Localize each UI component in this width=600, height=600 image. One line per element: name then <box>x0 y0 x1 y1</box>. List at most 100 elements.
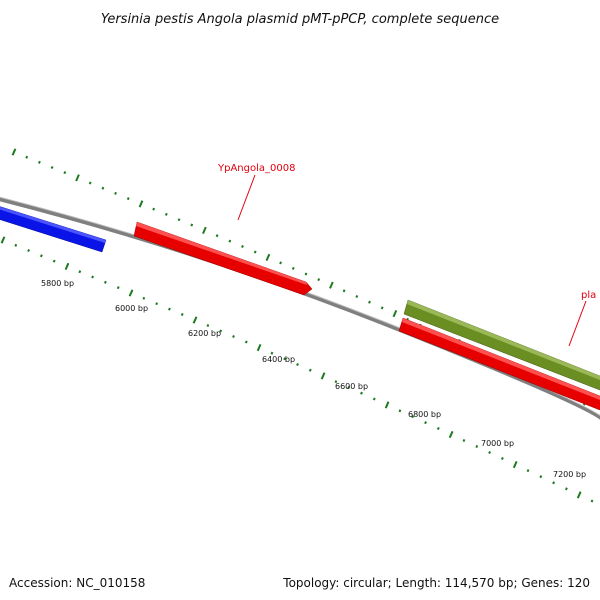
outer-track-major-tick <box>202 226 207 234</box>
inner-track-major-tick <box>384 401 390 409</box>
inner-track-minor-tick <box>347 385 351 389</box>
inner-track-major-tick <box>576 491 582 499</box>
inner-track-minor-tick <box>372 397 376 401</box>
outer-track-minor-tick <box>253 250 257 254</box>
outer-track-minor-tick <box>241 244 244 249</box>
inner-track-minor-tick <box>39 254 43 258</box>
map-title: Yersinia pestis Angola plasmid pMT-pPCP,… <box>101 12 499 27</box>
inner-track-minor-tick <box>398 409 402 413</box>
accession-text: Accession: NC_010158 <box>9 576 145 590</box>
inner-track-minor-tick <box>424 421 427 425</box>
backbone-line-highlight <box>0 196 600 417</box>
inner-track-minor-tick <box>462 439 466 442</box>
inner-track-major-tick <box>192 316 198 324</box>
outer-track-major-tick <box>392 309 398 318</box>
outer-track-minor-tick <box>215 234 219 238</box>
inner-track-minor-tick <box>564 487 568 491</box>
outer-track-minor-tick <box>342 289 346 293</box>
scale-label-6000: 6000 bp <box>115 304 148 313</box>
inner-track-minor-tick <box>539 475 543 479</box>
summary-text: Topology: circular; Length: 114,570 bp; … <box>282 576 590 590</box>
inner-track-minor-tick <box>308 368 312 372</box>
inner-track-minor-tick <box>180 313 184 316</box>
scale-label-5800: 5800 bp <box>41 279 74 288</box>
inner-track-minor-tick <box>334 380 338 384</box>
outer-track-minor-tick <box>190 223 194 227</box>
outer-track-minor-tick <box>380 306 384 310</box>
outer-track-minor-tick <box>37 160 41 164</box>
outer-track-major-tick <box>329 281 334 289</box>
inner-track-minor-tick <box>488 450 492 455</box>
outer-track-minor-tick <box>291 266 295 270</box>
inner-track-minor-tick <box>91 275 95 279</box>
scale-label-6400: 6400 bp <box>262 355 295 364</box>
outer-track-major-tick <box>138 200 144 208</box>
outer-track-minor-tick <box>25 155 29 159</box>
inner-track-minor-tick <box>168 307 171 311</box>
inner-track-major-tick <box>512 460 518 469</box>
gene-feature-red-ypangola-0008-shade <box>136 222 307 285</box>
outer-track-minor-tick <box>317 278 321 282</box>
outer-track-minor-tick <box>114 191 117 195</box>
scale-label-7000: 7000 bp <box>481 439 514 448</box>
gene-label-leader-pla <box>568 300 587 347</box>
gene-feature-blue-shade <box>0 206 106 243</box>
outer-track-minor-tick <box>228 239 232 243</box>
inner-track-major-tick <box>448 430 454 439</box>
scale-label-6600: 6600 bp <box>335 382 368 391</box>
inner-track-minor-tick <box>552 481 556 485</box>
gene-label-leader-ypangola-0008 <box>237 174 256 221</box>
inner-track-minor-tick <box>232 334 235 339</box>
inner-track-minor-tick <box>270 351 274 355</box>
outer-track-minor-tick <box>152 207 156 211</box>
outer-track-minor-tick <box>101 186 105 190</box>
inner-track-major-tick <box>256 343 262 352</box>
outer-track-minor-tick <box>177 218 181 222</box>
inner-track-minor-tick <box>78 270 82 274</box>
inner-track-minor-tick <box>103 280 107 284</box>
inner-track-minor-tick <box>52 259 56 263</box>
inner-track-minor-tick <box>244 340 248 344</box>
inner-track-minor-tick <box>206 323 210 328</box>
inner-track-minor-tick <box>436 427 440 430</box>
gene-label-pla[interactable]: pla <box>581 290 596 301</box>
scale-label-7200: 7200 bp <box>553 470 586 479</box>
outer-track-minor-tick <box>126 197 130 201</box>
outer-track-minor-tick <box>279 261 283 265</box>
inner-track-major-tick <box>128 289 134 297</box>
outer-track-minor-tick <box>63 171 67 175</box>
inner-track-minor-tick <box>14 243 18 247</box>
inner-track-minor-tick <box>155 302 159 306</box>
outer-track-major-tick <box>265 253 271 262</box>
inner-tick-track <box>0 236 594 503</box>
scale-label-6200: 6200 bp <box>188 329 221 338</box>
inner-track-minor-tick <box>590 499 594 503</box>
inner-track-major-tick <box>64 262 70 271</box>
inner-track-minor-tick <box>219 329 223 333</box>
gene-feature-olive-shade <box>407 300 600 381</box>
gene-feature-red-pla-shade <box>402 318 600 401</box>
inner-track-minor-tick <box>142 296 146 300</box>
inner-track-minor-tick <box>500 456 504 461</box>
backbone-line <box>0 197 600 420</box>
inner-track-major-tick <box>320 372 326 380</box>
gene-label-ypangola-0008[interactable]: YpAngola_0008 <box>217 163 295 174</box>
outer-track-minor-tick <box>355 294 359 299</box>
scale-label-6800: 6800 bp <box>408 410 441 419</box>
outer-track-major-tick <box>11 148 17 156</box>
inner-track-minor-tick <box>526 469 530 473</box>
outer-track-minor-tick <box>164 212 168 216</box>
inner-track-minor-tick <box>27 248 31 253</box>
outer-track-major-tick <box>75 174 80 182</box>
outer-track-minor-tick <box>50 165 54 170</box>
inner-track-minor-tick <box>296 362 299 367</box>
outer-track-minor-tick <box>304 272 308 276</box>
inner-track-minor-tick <box>283 357 287 361</box>
inner-track-minor-tick <box>411 415 415 419</box>
outer-track-minor-tick <box>368 300 371 304</box>
outer-track-minor-tick <box>88 181 92 185</box>
inner-track-major-tick <box>0 236 6 244</box>
inner-track-minor-tick <box>116 286 120 290</box>
inner-track-minor-tick <box>475 445 479 448</box>
